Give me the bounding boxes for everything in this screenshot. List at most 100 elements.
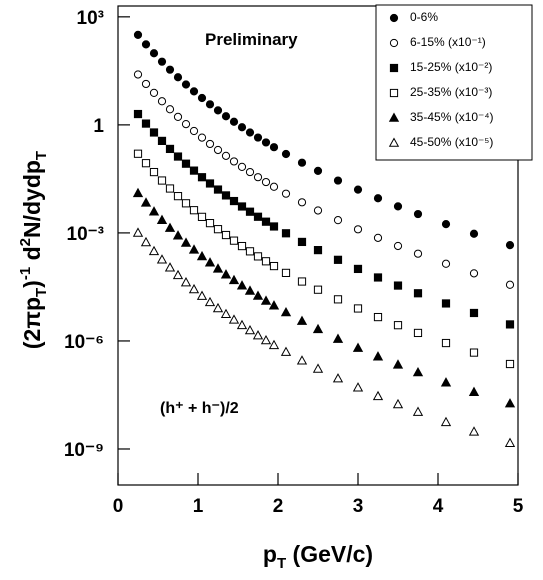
data-point bbox=[229, 196, 239, 206]
data-point bbox=[212, 302, 224, 313]
data-point bbox=[229, 117, 239, 126]
data-point bbox=[413, 328, 423, 338]
data-point bbox=[237, 241, 247, 251]
data-point bbox=[237, 162, 247, 171]
data-point bbox=[157, 97, 167, 106]
data-point bbox=[245, 247, 255, 256]
data-point bbox=[333, 216, 343, 225]
data-point bbox=[253, 173, 263, 182]
y-tick-label: 10⁻⁹ bbox=[64, 440, 104, 461]
data-point bbox=[281, 189, 291, 198]
data-point bbox=[261, 177, 271, 187]
data-point bbox=[313, 285, 323, 294]
legend-marker bbox=[389, 63, 399, 73]
x-tick-label: 0 bbox=[113, 496, 124, 517]
legend-label: 0-6% bbox=[410, 10, 438, 24]
data-point bbox=[228, 274, 240, 285]
data-point bbox=[204, 296, 216, 307]
data-point bbox=[140, 236, 152, 247]
data-point bbox=[156, 254, 168, 264]
data-point bbox=[196, 250, 208, 261]
data-point bbox=[172, 230, 184, 240]
data-point bbox=[269, 261, 279, 271]
y-tick-label: 10⁻³ bbox=[67, 224, 105, 245]
data-point bbox=[373, 233, 383, 242]
x-tick-label: 3 bbox=[353, 496, 364, 517]
data-point bbox=[373, 273, 383, 282]
data-point bbox=[313, 246, 323, 255]
data-point bbox=[141, 159, 151, 168]
data-point bbox=[165, 65, 175, 74]
data-point bbox=[189, 166, 199, 175]
data-point bbox=[252, 290, 264, 300]
data-point bbox=[281, 268, 291, 277]
data-point bbox=[372, 390, 384, 401]
data-point bbox=[245, 128, 255, 137]
data-point bbox=[181, 80, 191, 89]
data-point bbox=[244, 324, 256, 335]
data-point bbox=[237, 202, 247, 211]
x-tick-label: 5 bbox=[513, 496, 524, 517]
data-point bbox=[213, 225, 223, 234]
data-point bbox=[261, 257, 271, 266]
data-point bbox=[213, 106, 223, 115]
data-point bbox=[297, 158, 307, 167]
data-point bbox=[269, 143, 279, 152]
data-point bbox=[253, 252, 263, 261]
data-point bbox=[504, 437, 516, 447]
data-point bbox=[297, 277, 307, 286]
data-point bbox=[393, 281, 403, 290]
data-point bbox=[352, 342, 364, 352]
data-point bbox=[197, 133, 207, 142]
data-point bbox=[469, 308, 479, 318]
x-tick-label: 2 bbox=[273, 496, 284, 517]
data-point bbox=[393, 241, 403, 251]
data-point bbox=[156, 214, 168, 224]
y-tick-label: 10⁻⁶ bbox=[64, 332, 104, 353]
y-label-part: ) bbox=[19, 280, 45, 288]
legend-box bbox=[375, 4, 533, 161]
legend-marker bbox=[388, 112, 400, 122]
data-point bbox=[468, 386, 480, 396]
data-point bbox=[149, 167, 159, 177]
data-point bbox=[469, 229, 479, 238]
data-point bbox=[141, 40, 151, 49]
data-point bbox=[245, 207, 255, 216]
data-point bbox=[173, 192, 183, 201]
data-point bbox=[333, 255, 343, 264]
data-point bbox=[133, 70, 143, 79]
annotation: Preliminary bbox=[205, 30, 298, 49]
data-point bbox=[392, 359, 404, 369]
x-axis-label: pT (GeV/c) bbox=[263, 541, 373, 572]
data-point bbox=[413, 289, 423, 298]
data-point bbox=[269, 182, 279, 191]
data-point bbox=[312, 363, 324, 373]
data-point bbox=[180, 237, 192, 247]
data-point bbox=[236, 280, 248, 290]
data-point bbox=[353, 185, 363, 194]
y-tick-label: 1 bbox=[93, 116, 104, 137]
plot-frame bbox=[117, 5, 519, 486]
data-point bbox=[133, 30, 143, 39]
data-point bbox=[221, 151, 231, 160]
data-point bbox=[352, 382, 364, 392]
data-point bbox=[221, 230, 231, 240]
data-point bbox=[297, 237, 307, 247]
data-point bbox=[157, 136, 167, 145]
annotation: (h⁺ + h⁻)/2 bbox=[160, 400, 239, 417]
data-point bbox=[148, 245, 160, 256]
data-point bbox=[140, 197, 152, 207]
data-point bbox=[505, 241, 515, 250]
data-point bbox=[332, 373, 344, 383]
data-point bbox=[196, 290, 208, 300]
data-point bbox=[220, 308, 232, 319]
data-point bbox=[312, 323, 324, 334]
data-point bbox=[281, 149, 291, 159]
data-point bbox=[236, 319, 248, 330]
data-point bbox=[148, 206, 160, 216]
data-point bbox=[165, 105, 175, 114]
data-point bbox=[189, 206, 199, 215]
data-point bbox=[172, 269, 184, 280]
y-label-part: 2 bbox=[17, 238, 34, 246]
data-point bbox=[189, 126, 199, 136]
